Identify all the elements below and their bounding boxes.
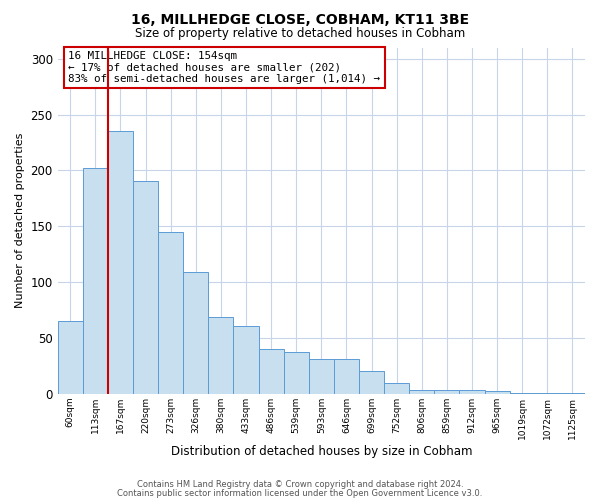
Bar: [259, 350, 284, 394]
Text: 16 MILLHEDGE CLOSE: 154sqm
← 17% of detached houses are smaller (202)
83% of sem: 16 MILLHEDGE CLOSE: 154sqm ← 17% of deta…: [68, 51, 380, 84]
Bar: [284, 352, 309, 394]
Text: Size of property relative to detached houses in Cobham: Size of property relative to detached ho…: [135, 28, 465, 40]
Bar: [359, 370, 384, 394]
Bar: [460, 390, 485, 394]
Bar: [535, 393, 560, 394]
Bar: [309, 360, 334, 394]
Bar: [133, 180, 158, 394]
Bar: [409, 390, 434, 394]
Bar: [108, 132, 133, 394]
Bar: [58, 322, 83, 394]
Bar: [509, 393, 535, 394]
Text: Contains HM Land Registry data © Crown copyright and database right 2024.: Contains HM Land Registry data © Crown c…: [137, 480, 463, 489]
X-axis label: Distribution of detached houses by size in Cobham: Distribution of detached houses by size …: [170, 444, 472, 458]
Bar: [434, 390, 460, 394]
Y-axis label: Number of detached properties: Number of detached properties: [15, 133, 25, 308]
Bar: [83, 168, 108, 394]
Bar: [334, 360, 359, 394]
Text: Contains public sector information licensed under the Open Government Licence v3: Contains public sector information licen…: [118, 488, 482, 498]
Bar: [183, 272, 208, 394]
Text: 16, MILLHEDGE CLOSE, COBHAM, KT11 3BE: 16, MILLHEDGE CLOSE, COBHAM, KT11 3BE: [131, 12, 469, 26]
Bar: [208, 317, 233, 394]
Bar: [158, 232, 183, 394]
Bar: [384, 383, 409, 394]
Bar: [485, 390, 509, 394]
Bar: [233, 326, 259, 394]
Bar: [560, 393, 585, 394]
